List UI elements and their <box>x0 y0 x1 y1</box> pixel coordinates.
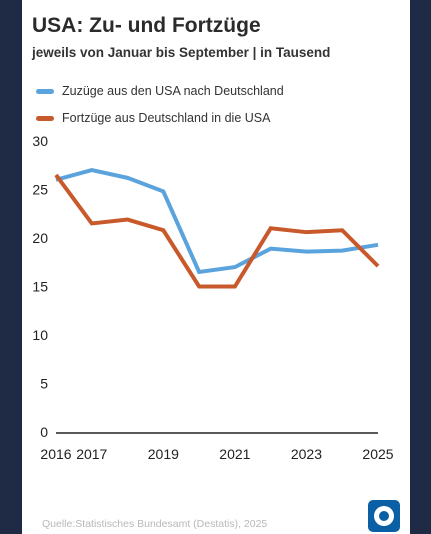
y-tick-label: 15 <box>32 279 48 295</box>
legend-item-fortzuege: Fortzüge aus Deutschland in die USA <box>36 109 270 127</box>
x-tick-label: 2025 <box>362 446 393 462</box>
x-tick-label: 2023 <box>291 446 322 462</box>
y-tick-label: 5 <box>40 376 48 392</box>
x-tick-label: 2017 <box>76 446 107 462</box>
x-tick-label: 2021 <box>219 446 250 462</box>
legend-swatch-fortzuege <box>36 115 54 121</box>
legend-label-fortzuege: Fortzüge aus Deutschland in die USA <box>62 111 271 125</box>
series-line-zuzuege <box>55 168 379 275</box>
y-tick-label: 20 <box>32 230 48 246</box>
chart-subtitle: jeweils von Januar bis September | in Ta… <box>32 45 331 60</box>
y-tick-label: 25 <box>32 182 48 198</box>
series-line-fortzuege <box>54 173 380 289</box>
x-tick-label: 2019 <box>148 446 179 462</box>
y-tick-label: 10 <box>32 327 48 343</box>
legend-label-zuzuege: Zuzüge aus den USA nach Deutschland <box>62 84 284 98</box>
tagesschau-logo-icon <box>368 500 400 532</box>
legend-item-zuzuege: Zuzüge aus den USA nach Deutschland <box>36 82 284 100</box>
logo-ring <box>374 506 394 526</box>
chart-card: USA: Zu- und Fortzüge jeweils von Januar… <box>22 0 410 534</box>
y-tick-label: 0 <box>40 424 48 440</box>
x-tick-label: 2016 <box>40 446 71 462</box>
legend-swatch-zuzuege <box>36 88 54 94</box>
y-tick-label: 30 <box>32 133 48 149</box>
source-note: Quelle:Statistisches Bundesamt (Destatis… <box>42 518 268 530</box>
chart-title: USA: Zu- und Fortzüge <box>32 14 261 37</box>
logo-core <box>379 511 389 521</box>
